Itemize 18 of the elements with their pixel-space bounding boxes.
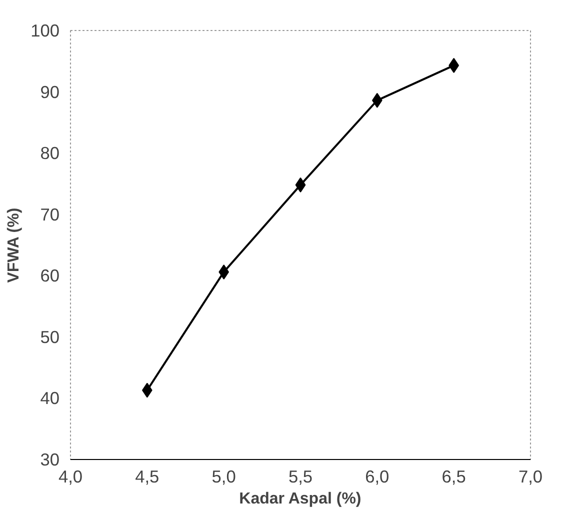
x-tick-label: 7,0 xyxy=(518,466,543,486)
y-tick-label: 30 xyxy=(40,450,60,470)
y-tick-label: 60 xyxy=(40,266,60,286)
x-tick-label: 4,5 xyxy=(135,466,160,486)
y-tick-label: 80 xyxy=(40,143,60,164)
x-tick-label: 6,0 xyxy=(365,466,390,486)
y-tick-label: 70 xyxy=(40,204,60,224)
y-tick-label: 40 xyxy=(40,388,60,408)
x-tick-label: 5,5 xyxy=(288,466,313,486)
y-tick-label: 100 xyxy=(30,20,60,40)
y-tick-label: 90 xyxy=(40,82,60,102)
point xyxy=(295,177,306,192)
x-axis-title: Kadar Aspal (%) xyxy=(239,490,362,508)
y-tick-label: 50 xyxy=(40,326,60,347)
y-axis-title: VFWA (%) xyxy=(6,208,23,283)
x-tick-label: 5,0 xyxy=(212,466,236,486)
x-tick-label: 4,0 xyxy=(58,466,83,486)
x-tick-label: 6,5 xyxy=(442,466,466,486)
